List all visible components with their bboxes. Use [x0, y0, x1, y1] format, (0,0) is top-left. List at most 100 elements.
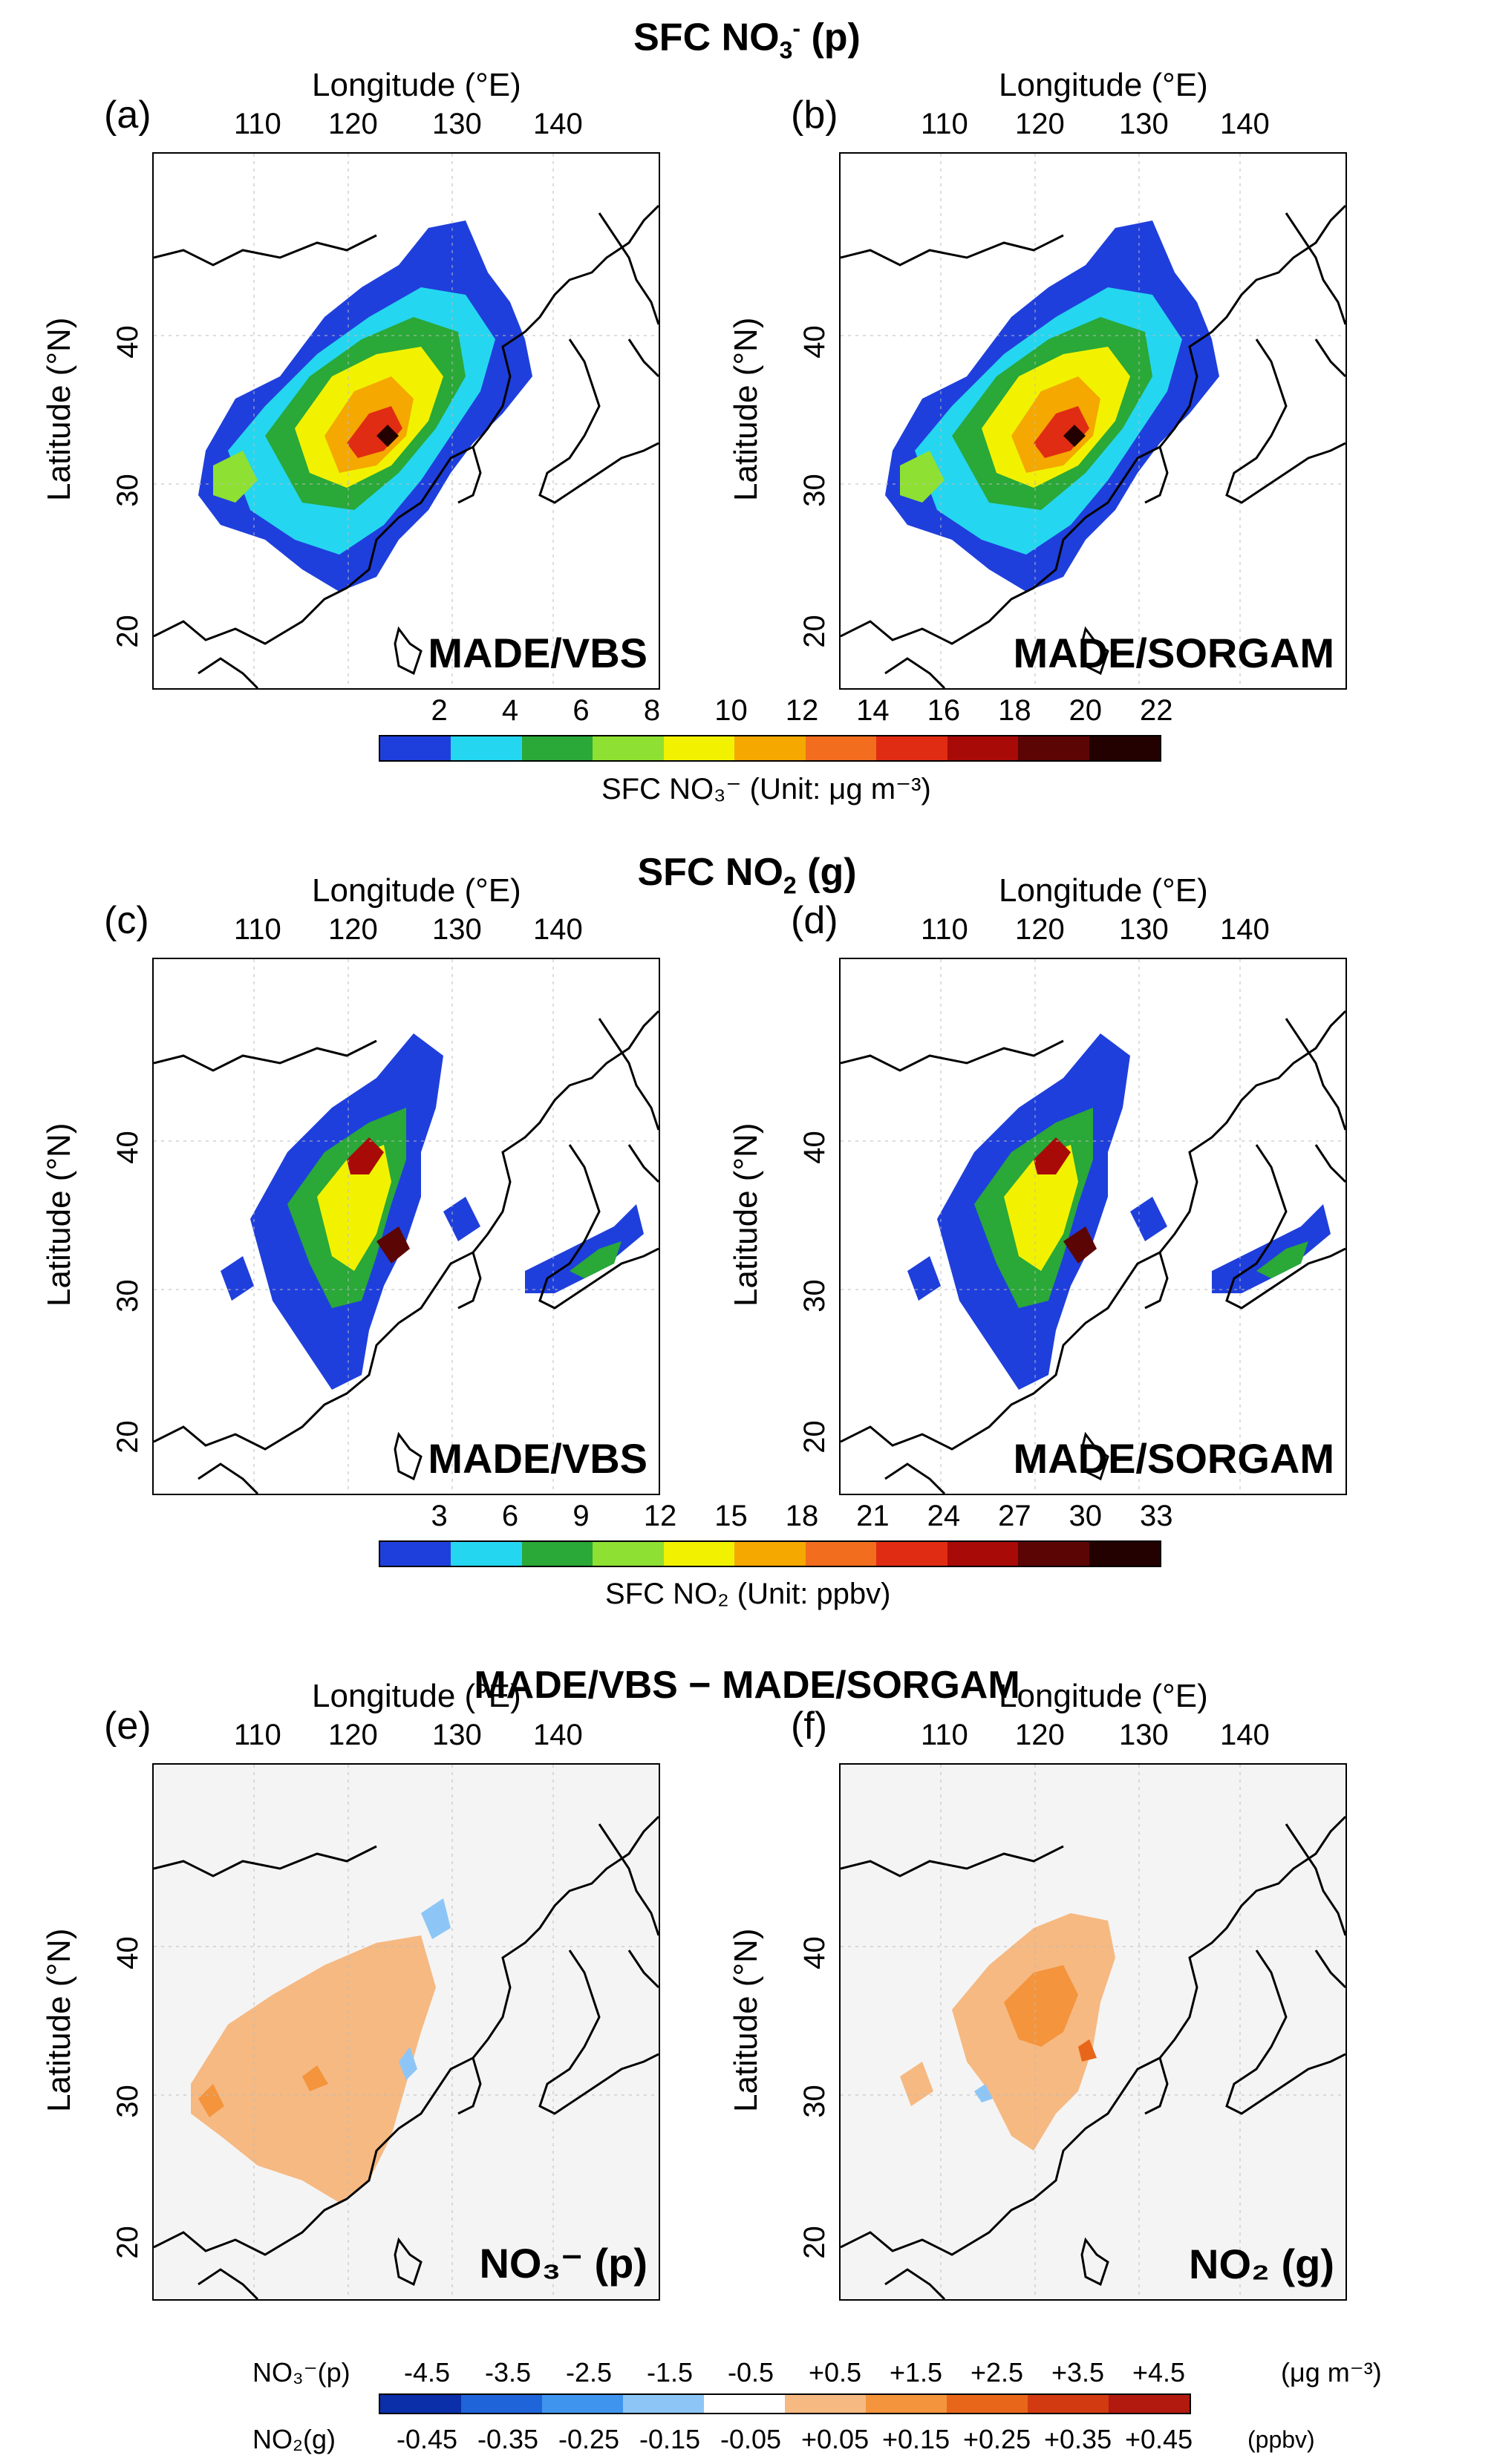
colorbar-segment: [866, 2395, 947, 2413]
longitude-tick: 130: [432, 913, 482, 946]
coastline: [154, 1845, 377, 1878]
concentration-field: [347, 1137, 384, 1174]
colorbar-segment: [461, 2395, 542, 2413]
coastline: [394, 626, 423, 676]
map-frame: MADE/VBS: [152, 958, 660, 1495]
colorbar-segment: [663, 736, 735, 760]
colorbar-segment: [1109, 2395, 1190, 2413]
concentration-field: [421, 1898, 451, 1939]
coastline: [627, 1950, 659, 1989]
panel-label: (f): [791, 1705, 828, 1748]
coastline: [394, 2237, 423, 2287]
coastline: [154, 1039, 377, 1072]
colorbar-tick-label: -1.5: [647, 2357, 694, 2388]
coastline: [841, 1010, 1345, 1451]
colorbar-difference-bar: [379, 2393, 1191, 2414]
longitude-tick: 140: [533, 913, 583, 946]
colorbar-tick-label: 12: [785, 694, 819, 727]
longitude-axis-title: Longitude (°E): [999, 872, 1208, 909]
map-canvas: [841, 959, 1345, 1494]
section-title-difference: MADE/VBS − MADE/SORGAM: [474, 1664, 1020, 1707]
coastline: [627, 1144, 659, 1183]
colorbar-segment: [451, 736, 522, 760]
longitude-tick: 140: [1220, 913, 1270, 946]
concentration-field: [974, 2084, 993, 2102]
concentration-field: [907, 1256, 941, 1301]
map-canvas: [841, 1765, 1345, 2299]
colorbar-tick-label: -0.5: [728, 2357, 774, 2388]
colorbar-segment: [785, 2395, 866, 2413]
colorbar-tick-label: 8: [643, 694, 661, 727]
panel-label: (d): [791, 899, 838, 942]
coastline: [154, 204, 659, 645]
diff-row1-label: NO₃⁻(p): [252, 2357, 350, 2388]
concentration-field: [1063, 1226, 1097, 1264]
concentration-field: [1256, 1241, 1308, 1278]
colorbar-tick-label: +0.45: [1125, 2424, 1193, 2454]
colorbar-tick-label: -0.25: [558, 2424, 620, 2454]
concentration-field: [1078, 2039, 1097, 2062]
concentration-field: [1212, 1204, 1331, 1293]
coastline: [1080, 1431, 1109, 1481]
colorbar-segment: [1089, 1542, 1160, 1566]
latitude-tick: 40: [111, 1936, 144, 1970]
coastline: [1314, 1144, 1345, 1183]
coastline: [1285, 1823, 1345, 1936]
latitude-axis-title: Latitude (°N): [41, 1122, 77, 1307]
colorbar-segment: [542, 2395, 623, 2413]
coastline: [198, 657, 259, 688]
coastline: [154, 234, 377, 267]
coastline: [841, 1039, 1064, 1072]
colorbar-segment: [451, 1542, 522, 1566]
colorbar-tick-label: -0.45: [397, 2424, 458, 2454]
panel-label: (e): [104, 1705, 151, 1748]
colorbar-tick-label: -3.5: [485, 2357, 532, 2388]
coastline: [457, 1252, 482, 1310]
latitude-tick: 40: [111, 325, 144, 359]
model-tag: NO₂ (g): [1189, 2241, 1334, 2287]
longitude-tick: 110: [921, 1719, 968, 1751]
concentration-field: [525, 1204, 644, 1293]
coastline: [538, 1950, 659, 2115]
coastline: [841, 234, 1064, 267]
longitude-tick: 140: [1220, 1719, 1270, 1751]
coastline: [1144, 446, 1169, 504]
latitude-tick: 40: [797, 325, 831, 359]
longitude-axis-title: Longitude (°E): [312, 872, 521, 909]
coastline: [457, 2057, 482, 2115]
map-canvas: [841, 154, 1345, 688]
longitude-tick: 130: [1119, 1719, 1169, 1751]
longitude-tick: 120: [328, 108, 378, 140]
coastline: [1314, 1950, 1345, 1989]
colorbar-no3-bar: [379, 735, 1161, 762]
map-frame: MADE/VBS: [152, 152, 660, 690]
panel-label: (a): [104, 94, 151, 137]
colorbar-tick-label: 6: [573, 694, 590, 727]
map-frame: MADE/SORGAM: [839, 152, 1347, 690]
colorbar-segment: [734, 1542, 806, 1566]
latitude-tick: 40: [797, 1131, 831, 1164]
map-frame: MADE/SORGAM: [839, 958, 1347, 1495]
coastline: [154, 1815, 659, 2256]
coastline: [841, 1815, 1345, 2256]
coastline: [884, 657, 946, 688]
colorbar-segment: [1089, 736, 1160, 760]
latitude-tick: 20: [797, 615, 831, 648]
colorbar-segment: [663, 1542, 735, 1566]
longitude-tick: 110: [234, 108, 281, 140]
colorbar-segment: [805, 736, 877, 760]
map-frame: NO₂ (g): [839, 1763, 1347, 2301]
coastline: [1225, 339, 1345, 504]
colorbar-tick-label: +4.5: [1132, 2357, 1186, 2388]
coastline: [394, 1431, 423, 1481]
longitude-tick: 130: [432, 1719, 482, 1751]
concentration-field: [443, 1197, 480, 1241]
longitude-tick: 110: [921, 108, 968, 140]
concentration-field: [1130, 1197, 1167, 1241]
colorbar-tick-label: 14: [856, 694, 890, 727]
concentration-field: [213, 451, 258, 503]
colorbar-tick-label: -4.5: [404, 2357, 451, 2388]
coastline: [1314, 339, 1345, 378]
latitude-tick: 20: [797, 1420, 831, 1454]
longitude-tick: 140: [533, 1719, 583, 1751]
